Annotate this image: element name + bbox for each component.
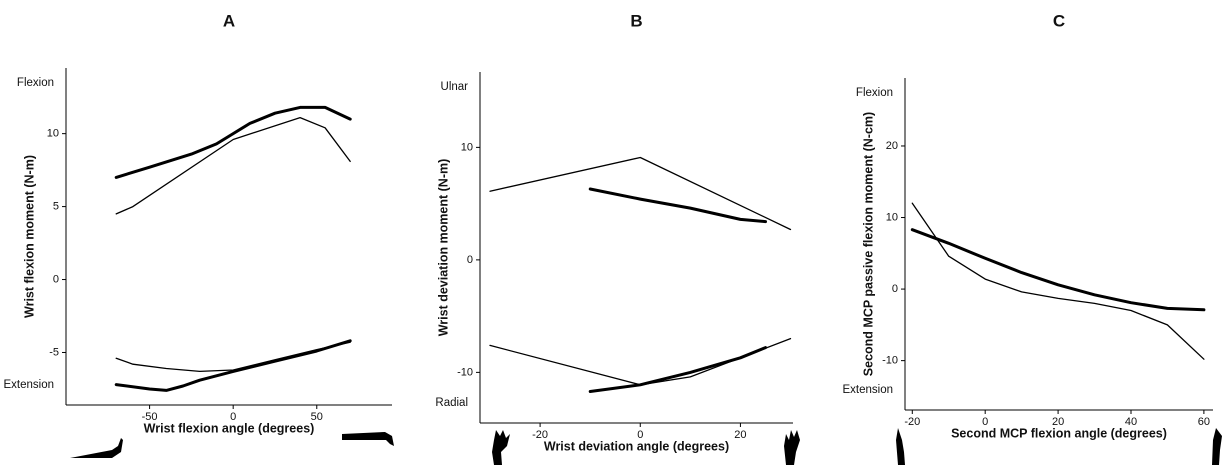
x-tick-label: 0 [230,411,236,423]
x-tick-label: -20 [532,429,548,441]
direction-label: Radial [435,397,468,409]
x-tick-label: -20 [904,416,920,428]
direction-label: Ulnar [441,81,469,93]
y-tick-label: -5 [49,346,59,358]
y-tick-label: 0 [892,283,898,295]
hand-icon [70,438,123,458]
x-tick-label: 20 [1052,416,1064,428]
y-tick-label: -10 [457,366,473,378]
hand-icon [896,428,905,465]
data-line [115,116,351,215]
x-tick-label: 40 [1125,416,1137,428]
data-line [588,187,767,224]
direction-label: Extension [842,384,893,396]
y-tick-label: 10 [886,211,898,223]
icons [70,428,1222,465]
y-tick-label: 0 [467,254,473,266]
data-line [588,346,767,393]
direction-label: Flexion [856,87,893,99]
data-line [489,337,792,386]
y-axis-label: Wrist deviation moment (N-m) [436,159,450,337]
x-tick-label: 0 [637,429,643,441]
y-axis-label: Wrist flexion moment (N-m) [22,155,36,318]
panel-title: C [1053,11,1065,30]
y-tick-label: 10 [47,128,59,140]
x-axis-label: Wrist deviation angle (degrees) [544,439,729,453]
data-line [910,228,1206,312]
x-tick-label: 50 [311,411,323,423]
x-tick-label: 60 [1198,416,1210,428]
x-axis-label: Wrist flexion angle (degrees) [144,421,315,435]
data-line [114,339,352,392]
panel-title: A [223,11,235,30]
hand-icon [784,430,800,465]
panel: B 10 0 -10 -20 0 20 Wrist deviation angle (degr… [435,11,793,453]
direction-label: Extension [3,379,54,391]
hand-icon [492,430,510,465]
hand-icon [342,432,394,446]
y-axis-label: Second MCP passive flexion moment (N-cm) [861,112,875,376]
y-tick-label: 5 [53,200,59,212]
y-tick-label: -10 [882,355,898,367]
hand-icon [1212,428,1222,465]
y-tick-label: 10 [461,141,473,153]
data-line [489,156,792,231]
x-tick-label: 20 [734,429,746,441]
x-tick-label: 0 [982,416,988,428]
panel: C 20 10 0 -10 -20 0 20 40 60 Second MCP flexion an… [842,11,1213,440]
y-tick-label: 20 [886,140,898,152]
data-line [114,105,352,179]
data-line [115,341,351,373]
x-axis-label: Second MCP flexion angle (degrees) [951,426,1167,440]
x-tick-label: -50 [142,411,158,423]
y-tick-label: 0 [53,273,59,285]
data-line [911,202,1205,360]
panel-title: B [630,11,642,30]
direction-label: Flexion [17,77,54,89]
